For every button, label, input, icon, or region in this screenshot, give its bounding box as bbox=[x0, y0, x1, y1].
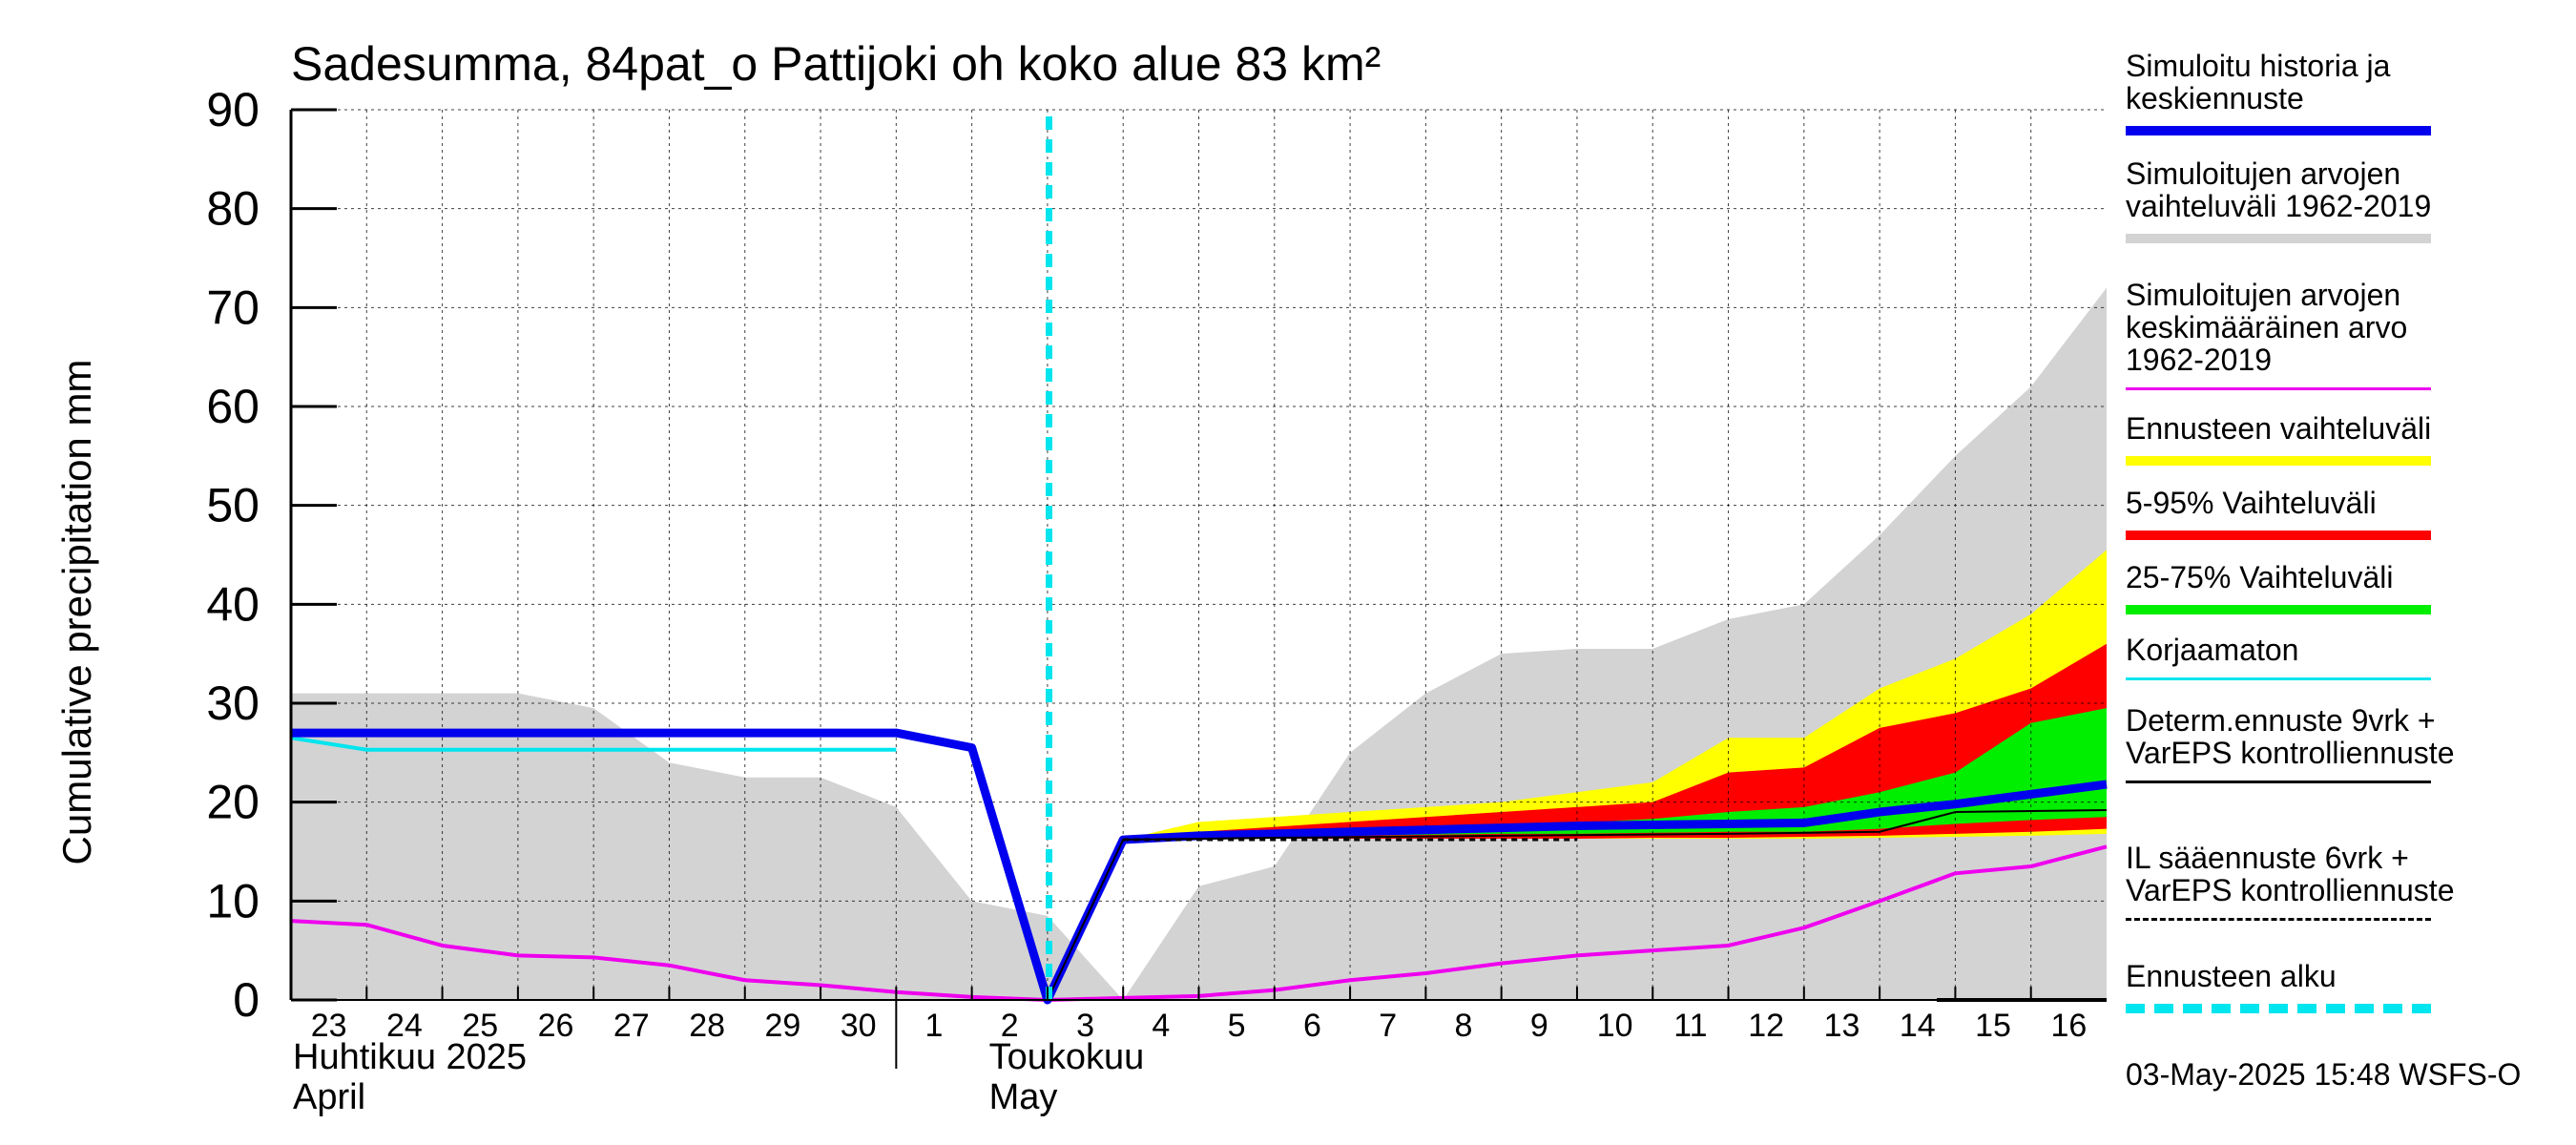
x-tick-label: 27 bbox=[613, 1008, 650, 1044]
band-layer bbox=[291, 149, 2107, 1000]
legend-label: Determ.ennuste 9vrk + VarEPS kontrollien… bbox=[2126, 703, 2455, 770]
legend-label: 5-95% Vaihteluväli bbox=[2126, 486, 2377, 520]
axes-layer bbox=[289, 108, 2107, 1069]
y-axis-label: Cumulative precipitation mm bbox=[54, 360, 99, 865]
chart-title: Sadesumma, 84pat_o Pattijoki oh koko alu… bbox=[291, 37, 1381, 91]
legend-label: Simuloitujen arvojen vaihteluväli 1962-2… bbox=[2126, 156, 2432, 223]
x-tick-label: 5 bbox=[1228, 1008, 1246, 1044]
series-line-1 bbox=[290, 736, 897, 752]
y-tick-label: 60 bbox=[206, 380, 260, 433]
series-line-2 bbox=[291, 728, 2108, 1005]
y-tick-label: 40 bbox=[206, 577, 260, 631]
y-tick-label: 80 bbox=[206, 182, 260, 236]
legend-label: IL sääennuste 6vrk + VarEPS kontrollienn… bbox=[2126, 841, 2455, 907]
y-tick-label: 70 bbox=[206, 281, 260, 334]
x-tick-label: 10 bbox=[1597, 1008, 1633, 1044]
x-tick-label: 23 bbox=[311, 1008, 347, 1044]
y-tick-label: 10 bbox=[206, 874, 260, 927]
legend-item: Ennusteen vaihteluväli bbox=[2126, 411, 2460, 466]
legend-item: Simuloitu historia ja keskiennuste bbox=[2126, 49, 2460, 135]
legend-swatch bbox=[2126, 387, 2431, 390]
y-tick-label: 0 bbox=[233, 973, 260, 1027]
legend-label: Ennusteen vaihteluväli bbox=[2126, 411, 2432, 446]
legend-swatch bbox=[2126, 605, 2431, 614]
month-label-en: April bbox=[293, 1077, 365, 1117]
x-tick-label: 30 bbox=[841, 1008, 877, 1044]
legend-item: 5-95% Vaihteluväli bbox=[2126, 486, 2460, 540]
x-tick-label: 26 bbox=[538, 1008, 574, 1044]
legend-swatch bbox=[2126, 234, 2431, 243]
band-2 bbox=[1123, 643, 2107, 841]
x-tick-label: 25 bbox=[462, 1008, 498, 1044]
y-tick-label: 30 bbox=[206, 677, 260, 730]
legend-label: Simuloitujen arvojen keskimääräinen arvo… bbox=[2126, 278, 2408, 377]
legend-swatch bbox=[2126, 126, 2431, 135]
month-label-en: May bbox=[989, 1077, 1058, 1117]
x-tick-label: 8 bbox=[1455, 1008, 1473, 1044]
y-tick-label: 20 bbox=[206, 776, 260, 829]
x-tick-label: 9 bbox=[1530, 1008, 1548, 1044]
x-tick-label: 6 bbox=[1303, 1008, 1321, 1044]
legend-item: Korjaamaton bbox=[2126, 633, 2460, 680]
x-tick-label: 2 bbox=[1001, 1008, 1019, 1044]
legend-label: 25-75% Vaihteluväli bbox=[2126, 560, 2394, 594]
month-label-fi: Toukokuu bbox=[989, 1037, 1145, 1077]
legend-item: Simuloitujen arvojen vaihteluväli 1962-2… bbox=[2126, 156, 2460, 243]
legend-label: Simuloitu historia ja keskiennuste bbox=[2126, 49, 2391, 115]
legend-label: Korjaamaton bbox=[2126, 633, 2299, 667]
x-tick-label: 29 bbox=[764, 1008, 800, 1044]
band-3 bbox=[1123, 708, 2107, 841]
y-tick-label: 50 bbox=[206, 479, 260, 532]
legend-swatch bbox=[2126, 918, 2431, 921]
series-line-3 bbox=[1047, 808, 2108, 1001]
x-tick-label: 15 bbox=[1975, 1008, 2011, 1044]
legend-item: Ennusteen alku bbox=[2126, 959, 2460, 1013]
x-tick-label: 13 bbox=[1824, 1008, 1860, 1044]
x-tick-label: 24 bbox=[386, 1008, 423, 1044]
legend-swatch bbox=[2126, 531, 2431, 540]
x-tick-label: 3 bbox=[1076, 1008, 1094, 1044]
x-tick-label: 1 bbox=[925, 1008, 944, 1044]
legend-item: Determ.ennuste 9vrk + VarEPS kontrollien… bbox=[2126, 703, 2460, 783]
legend-label: Ennusteen alku bbox=[2126, 959, 2337, 993]
legend-swatch bbox=[2126, 1004, 2431, 1013]
timestamp: 03-May-2025 15:48 WSFS-O bbox=[2126, 1057, 2522, 1092]
x-tick-label: 16 bbox=[2050, 1008, 2087, 1044]
x-tick-label: 14 bbox=[1900, 1008, 1936, 1044]
legend-item: 25-75% Vaihteluväli bbox=[2126, 560, 2460, 614]
legend-item: IL sääennuste 6vrk + VarEPS kontrollienn… bbox=[2126, 841, 2460, 921]
legend-swatch bbox=[2126, 781, 2431, 783]
legend-item: Simuloitujen arvojen keskimääräinen arvo… bbox=[2126, 278, 2460, 390]
x-tick-label: 11 bbox=[1673, 1008, 1707, 1044]
x-tick-label: 12 bbox=[1748, 1008, 1784, 1044]
legend-swatch bbox=[2126, 456, 2431, 466]
x-tick-label: 4 bbox=[1152, 1008, 1170, 1044]
x-tick-label: 7 bbox=[1379, 1008, 1397, 1044]
x-tick-label: 28 bbox=[689, 1008, 725, 1044]
legend-swatch bbox=[2126, 677, 2431, 680]
y-tick-label: 90 bbox=[206, 83, 260, 136]
month-label-fi: Huhtikuu 2025 bbox=[293, 1037, 527, 1077]
